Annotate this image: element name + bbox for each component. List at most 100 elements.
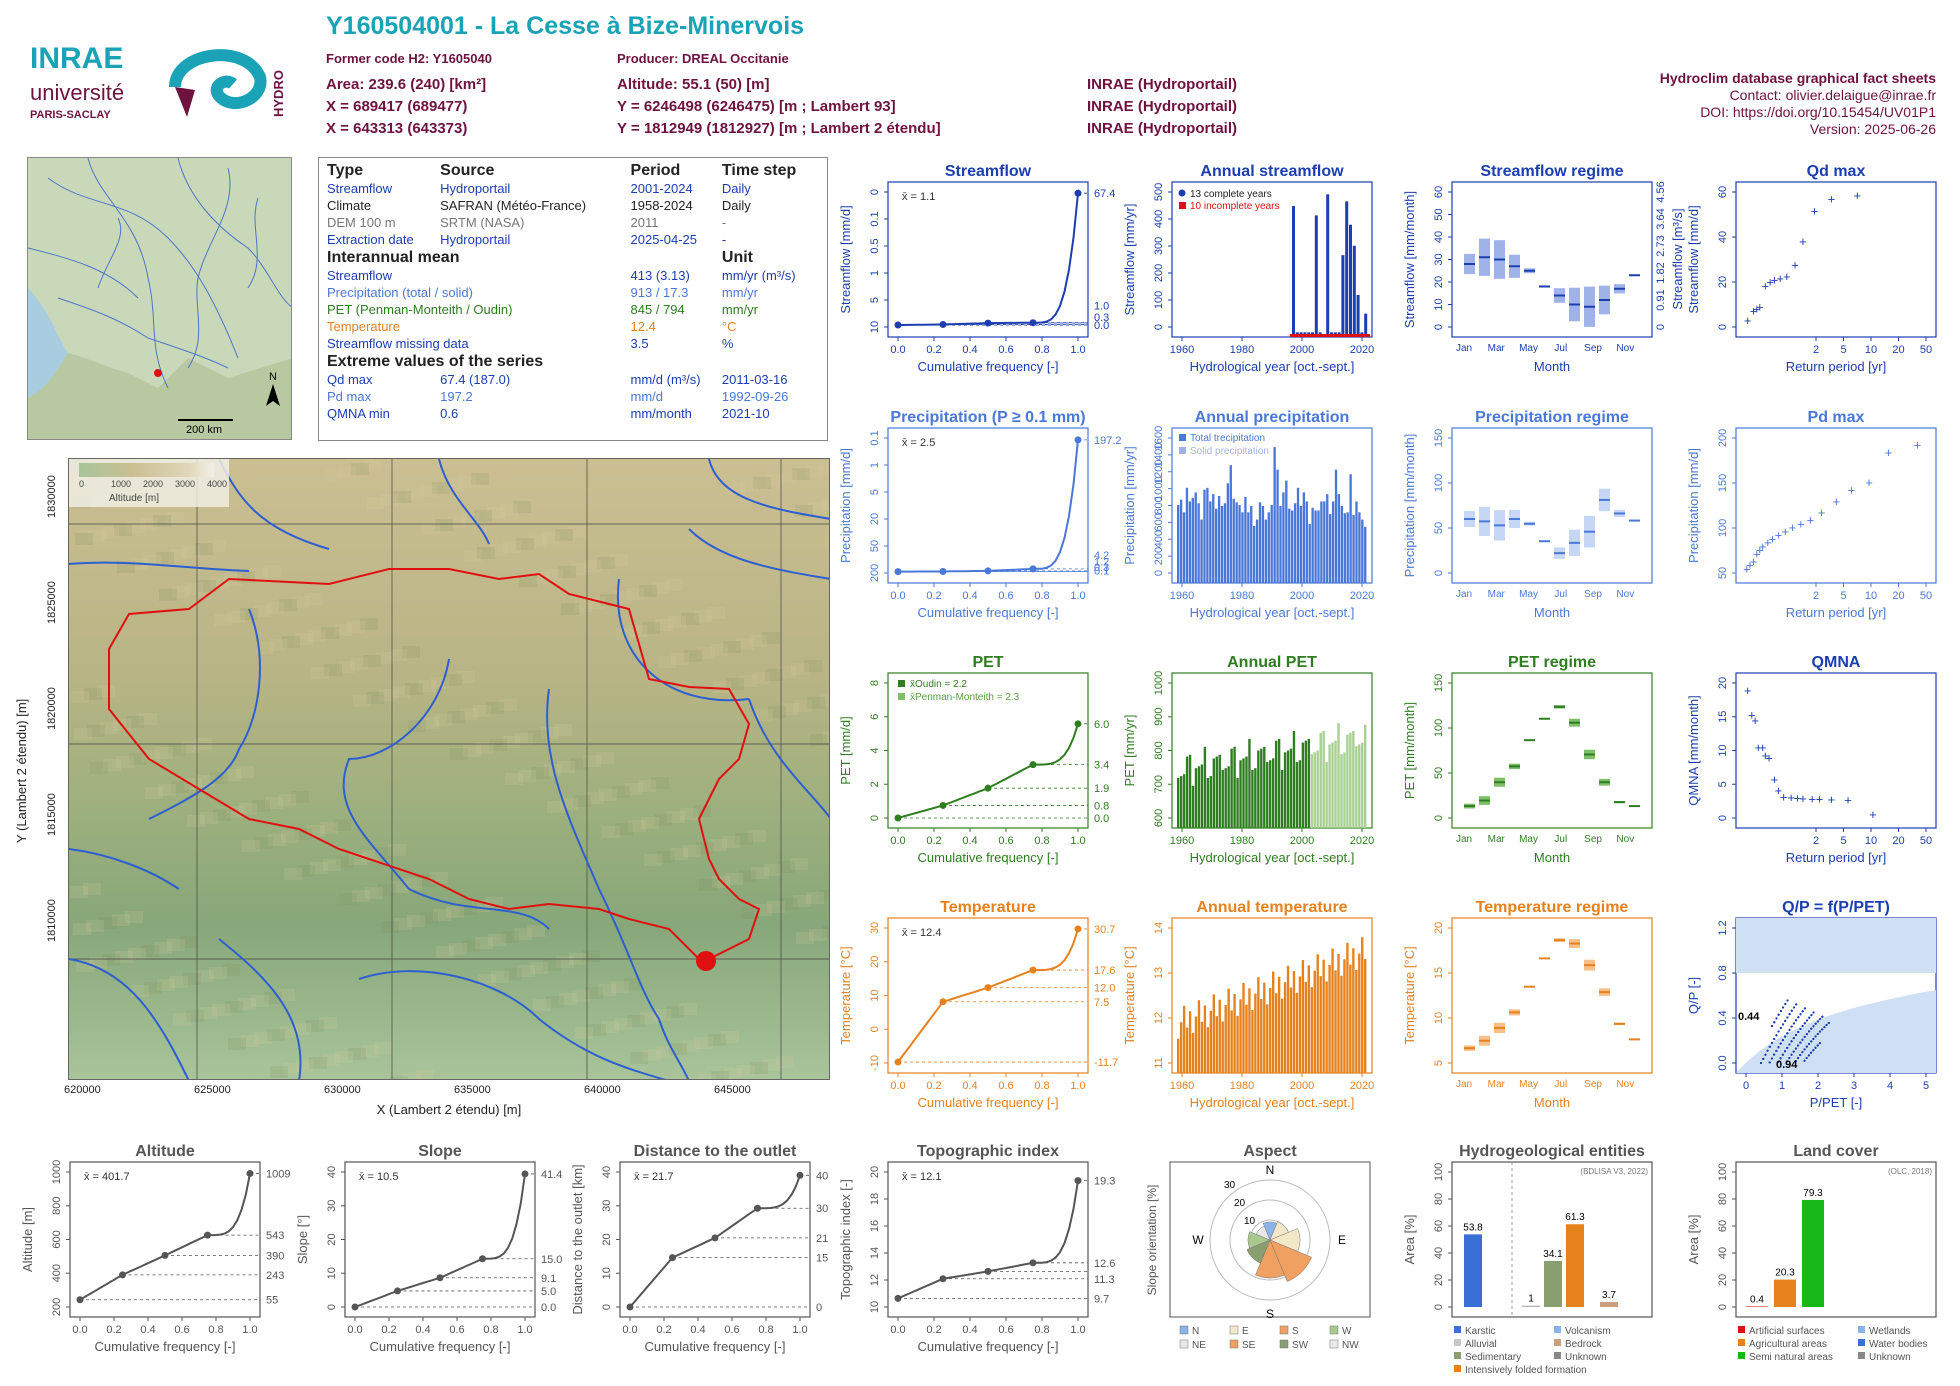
pd-max-ytick: 200 bbox=[1717, 429, 1729, 447]
legend-oudin: x̄Oudin = 2.2 bbox=[910, 679, 967, 690]
qmna-ylabel: QMNA [mm/month] bbox=[1686, 695, 1701, 806]
annual-precipitation-bar bbox=[1223, 503, 1227, 583]
streamflow-xtick: 1.0 bbox=[1070, 344, 1085, 356]
card-cell: 2011-03-16 bbox=[721, 372, 788, 387]
distance-xtick: 0.2 bbox=[656, 1324, 671, 1336]
topo-xtick: 0.4 bbox=[962, 1324, 977, 1336]
doi[interactable]: DOI: https://doi.org/10.15454/UV01P1 bbox=[1700, 104, 1936, 120]
pet-xtick: 0.6 bbox=[998, 835, 1013, 847]
annual-precipitation-bar bbox=[1329, 514, 1332, 583]
qmna-ytick: 5 bbox=[1717, 781, 1729, 787]
altitude-right-label: 1009 bbox=[266, 1168, 290, 1180]
pet-ytick: 0 bbox=[869, 815, 881, 821]
inrae-logo-text: INRAE bbox=[30, 42, 123, 75]
pd-max-ytick: 50 bbox=[1717, 567, 1729, 579]
qp-point bbox=[1790, 1040, 1793, 1043]
contact[interactable]: Contact: olivier.delaigue@inrae.fr bbox=[1729, 87, 1936, 103]
source-1: INRAE (Hydroportail) bbox=[1087, 76, 1237, 93]
aspect-legend: N bbox=[1192, 1326, 1199, 1337]
aspect-sector bbox=[1247, 1231, 1271, 1249]
qp-point bbox=[1762, 1057, 1765, 1060]
pd-max-point: + bbox=[1818, 505, 1826, 520]
pd-max-point: + bbox=[1781, 524, 1789, 539]
qp-lower-zone bbox=[1736, 990, 1936, 1073]
temperature-regime-ytick: 20 bbox=[1433, 922, 1445, 934]
landcover-legend: Agricultural areas bbox=[1749, 1339, 1827, 1350]
annual-streamflow-xtick: 1960 bbox=[1170, 344, 1194, 356]
former-code: Former code H2: Y1605040 bbox=[326, 51, 492, 66]
temperature-regime-month-tick: Jul bbox=[1554, 1079, 1567, 1090]
streamflow-regime-ytick2: 3.64 bbox=[1655, 208, 1667, 229]
temperature-right-label: -11.7 bbox=[1094, 1057, 1118, 1069]
annual-precipitation-xtick: 1980 bbox=[1230, 590, 1254, 602]
landcover-legend: Semi natural areas bbox=[1749, 1352, 1833, 1363]
pd-max-title: Pd max bbox=[1808, 409, 1865, 426]
card-cell: mm/yr bbox=[721, 302, 759, 317]
temperature-mean: x̄ = 12.4 bbox=[902, 927, 941, 939]
qp-point bbox=[1823, 1026, 1826, 1029]
map-x-tick: 620000 bbox=[64, 1084, 101, 1096]
qp-point bbox=[1788, 1013, 1791, 1016]
annual-precipitation-bar bbox=[1206, 487, 1209, 583]
annual-pet-bar bbox=[1349, 732, 1352, 828]
annual-pet-bar bbox=[1233, 746, 1236, 828]
qp-point bbox=[1797, 1056, 1799, 1059]
altitude-xtick: 0.4 bbox=[140, 1324, 155, 1336]
pet-regime-month-tick: Jan bbox=[1456, 834, 1472, 845]
pd-max-ytick: 100 bbox=[1717, 519, 1729, 537]
annual-temperature-bar bbox=[1233, 994, 1236, 1073]
annual-pet-xtick: 1980 bbox=[1230, 835, 1254, 847]
altitude: Altitude: 55.1 (50) [m] bbox=[617, 76, 770, 93]
hydrogeo-ytick: 100 bbox=[1433, 1163, 1445, 1181]
annual-pet-bar bbox=[1316, 750, 1319, 828]
temperature-regime-panel: Temperature regime Month Temperature [°C] J… bbox=[1402, 899, 1653, 1110]
hydrogeo-ytick: 60 bbox=[1433, 1220, 1445, 1232]
annual-temperature-xtick: 2000 bbox=[1290, 1080, 1314, 1092]
annual-precipitation-bar bbox=[1273, 447, 1276, 583]
annual-temperature-bar bbox=[1352, 948, 1355, 1073]
annual-temperature-bar bbox=[1260, 998, 1263, 1073]
pd-max-point: + bbox=[1797, 516, 1805, 531]
annual-temperature-xtick: 1980 bbox=[1230, 1080, 1254, 1092]
qp-xtick: 1 bbox=[1779, 1080, 1785, 1092]
annual-pet-bar bbox=[1361, 742, 1364, 828]
river bbox=[358, 970, 666, 1079]
annual-precipitation-panel: Annual precipitation Hydrological year [o… bbox=[1122, 409, 1374, 620]
annual-pet-bar bbox=[1346, 734, 1349, 828]
catchment-map[interactable]: 0 1000 2000 3000 4000 Altitude [m] bbox=[68, 458, 830, 1080]
map-x-tick: 640000 bbox=[584, 1084, 621, 1096]
annual-precipitation-bar bbox=[1238, 505, 1241, 583]
qp-ytick: 1.2 bbox=[1717, 920, 1729, 935]
hydrogeo-ytick: 80 bbox=[1433, 1193, 1445, 1205]
qp-point bbox=[1794, 1059, 1797, 1062]
pet-xtick: 0.4 bbox=[962, 835, 977, 847]
aspect-legend: S bbox=[1292, 1326, 1299, 1337]
annual-streamflow-bar bbox=[1292, 206, 1295, 337]
card-cell: 413 (3.13) bbox=[630, 268, 690, 283]
annual-precipitation-bar bbox=[1185, 487, 1189, 583]
annual-temperature-bar bbox=[1194, 1016, 1198, 1073]
qd-max-point: + bbox=[1753, 302, 1761, 317]
card-cell: Daily bbox=[721, 198, 751, 213]
qp-point bbox=[1805, 1045, 1808, 1048]
annual-streamflow-ytick: 100 bbox=[1153, 291, 1165, 309]
annual-streamflow-bar bbox=[1349, 224, 1352, 337]
precipitation-regime-xlabel: Month bbox=[1534, 605, 1570, 620]
aspect-legend: E bbox=[1242, 1326, 1249, 1337]
aspect-legend: SE bbox=[1242, 1340, 1256, 1351]
qmna-xtick: 5 bbox=[1840, 835, 1846, 847]
card-cell: DEM 100 m bbox=[327, 215, 396, 230]
annual-pet-bar bbox=[1325, 762, 1328, 828]
annual-precipitation-bar bbox=[1200, 519, 1203, 583]
topo-ytick: 18 bbox=[869, 1193, 881, 1205]
annual-pet-bar bbox=[1334, 740, 1337, 828]
temperature-regime-ytick: 10 bbox=[1433, 1012, 1445, 1024]
qp-point bbox=[1795, 1003, 1798, 1006]
precipitation-right-label: 0.3 bbox=[1094, 562, 1109, 574]
streamflow-regime-ytick: 10 bbox=[1433, 298, 1445, 310]
annual-temperature-bar bbox=[1355, 969, 1358, 1073]
topo-xtick: 0.8 bbox=[1034, 1324, 1049, 1336]
card-cell: 2025-04-25 bbox=[630, 232, 698, 247]
qd-max-xtick: 50 bbox=[1920, 344, 1932, 356]
